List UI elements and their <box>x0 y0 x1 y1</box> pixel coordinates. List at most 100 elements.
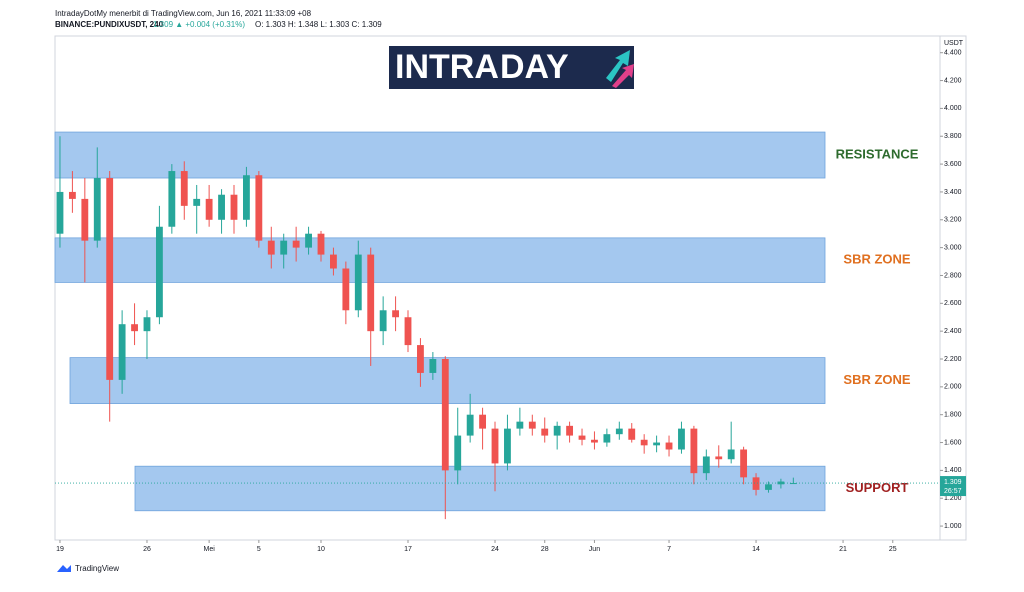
candle-body <box>143 317 151 332</box>
candle-body <box>528 421 536 429</box>
y-tick-label: 2.600 <box>944 300 962 307</box>
candle-body <box>553 425 561 436</box>
x-tick-label: 21 <box>839 546 847 553</box>
x-tick-label: 14 <box>752 546 760 553</box>
candle-body <box>777 481 785 485</box>
candle-body <box>379 310 387 332</box>
y-tick-label: 4.000 <box>944 105 962 112</box>
zone <box>54 237 826 283</box>
candle-body <box>541 428 549 436</box>
y-tick-label: 2.400 <box>944 328 962 335</box>
candle-body <box>504 428 511 464</box>
candle-body <box>81 198 89 241</box>
candle-body <box>131 324 138 332</box>
candle-body <box>404 317 412 346</box>
candle-body <box>205 198 213 220</box>
x-tick-label: 28 <box>541 546 549 553</box>
candle-body <box>752 477 760 490</box>
candle-body <box>702 456 710 474</box>
candle-body <box>292 240 300 248</box>
candle-body <box>218 194 225 220</box>
candle-body <box>479 414 487 429</box>
candle-body <box>615 428 623 435</box>
candle-body <box>628 428 636 440</box>
ohlc: O: 1.303 H: 1.348 L: 1.303 C: 1.309 <box>255 20 382 29</box>
zone-label: SBR ZONE <box>843 252 911 267</box>
y-tick-label: 3.000 <box>944 244 962 251</box>
y-tick-label: 3.400 <box>944 189 962 196</box>
logo-box <box>389 46 634 89</box>
candle-body <box>280 240 288 255</box>
logo-arrow <box>606 50 630 82</box>
candle-body <box>317 233 325 255</box>
y-tick-label: 3.800 <box>944 133 962 140</box>
candle-body <box>255 175 263 241</box>
x-tick-label: 7 <box>667 546 671 553</box>
axis-unit: USDT <box>944 40 964 47</box>
x-tick-label: Jun <box>589 546 600 553</box>
y-tick-label: 2.200 <box>944 356 962 363</box>
candle-body <box>653 442 661 446</box>
candle-body <box>678 428 685 450</box>
candle-body <box>740 449 748 478</box>
candle-body <box>267 240 275 255</box>
x-tick-label: 26 <box>143 546 151 553</box>
logo-text: DAY <box>500 48 569 86</box>
y-tick-label: 1.400 <box>944 467 962 474</box>
candle-body <box>155 226 163 318</box>
candle-body <box>603 434 611 443</box>
candle-body <box>591 439 598 443</box>
candle-body <box>230 194 238 220</box>
y-tick-label: 2.000 <box>944 384 962 391</box>
candle-body <box>193 198 201 206</box>
candle-body <box>118 324 126 380</box>
candle-body <box>68 191 76 199</box>
price-tag-countdown: 26:57 <box>944 488 962 495</box>
y-tick-label: 1.600 <box>944 439 962 446</box>
footer-brand: TradingView <box>75 564 119 573</box>
zone <box>54 131 826 179</box>
candle-body <box>417 345 424 373</box>
candle-body <box>765 484 772 490</box>
candle-body <box>640 439 648 446</box>
y-tick-label: 4.200 <box>944 77 962 84</box>
x-tick-label: 10 <box>317 546 325 553</box>
candle-body <box>180 171 188 206</box>
candle-body <box>429 359 437 373</box>
candle-body <box>93 178 101 241</box>
symbol: BINANCE:PUNDIXUSDT, 240 <box>55 20 164 29</box>
y-tick-label: 1.200 <box>944 495 962 502</box>
zone-label: RESISTANCE <box>836 146 919 161</box>
candle-body <box>690 428 698 474</box>
y-tick-label: 4.400 <box>944 50 962 57</box>
y-tick-label: 2.800 <box>944 272 962 279</box>
candle-body <box>454 435 462 471</box>
candle-body <box>342 268 350 311</box>
candle-body <box>715 456 723 460</box>
candle-body <box>56 191 64 234</box>
candle-body <box>243 175 250 220</box>
candle-body <box>106 178 114 380</box>
candle-body <box>168 171 176 227</box>
logo-arrow <box>612 64 634 88</box>
footer-logo <box>57 565 71 572</box>
y-tick-label: 1.000 <box>944 523 962 530</box>
zone <box>134 465 826 512</box>
x-tick-label: 19 <box>56 546 64 553</box>
candle-body <box>367 254 375 332</box>
x-tick-label: 24 <box>491 546 499 553</box>
candle-body <box>441 359 449 471</box>
y-tick-label: 3.600 <box>944 161 962 168</box>
candle-body <box>516 421 524 429</box>
plot-frame <box>54 35 967 541</box>
x-tick-label: 5 <box>257 546 261 553</box>
candle-body <box>305 233 312 248</box>
logo-text: INTRA <box>395 48 499 86</box>
candle-body <box>354 254 362 311</box>
candle-body <box>727 449 735 460</box>
x-tick-label: 17 <box>404 546 412 553</box>
publisher-line: IntradayDotMy menerbit di TradingView.co… <box>55 9 312 18</box>
price-tag-value: 1.309 <box>944 479 962 486</box>
candle-body <box>466 414 474 436</box>
